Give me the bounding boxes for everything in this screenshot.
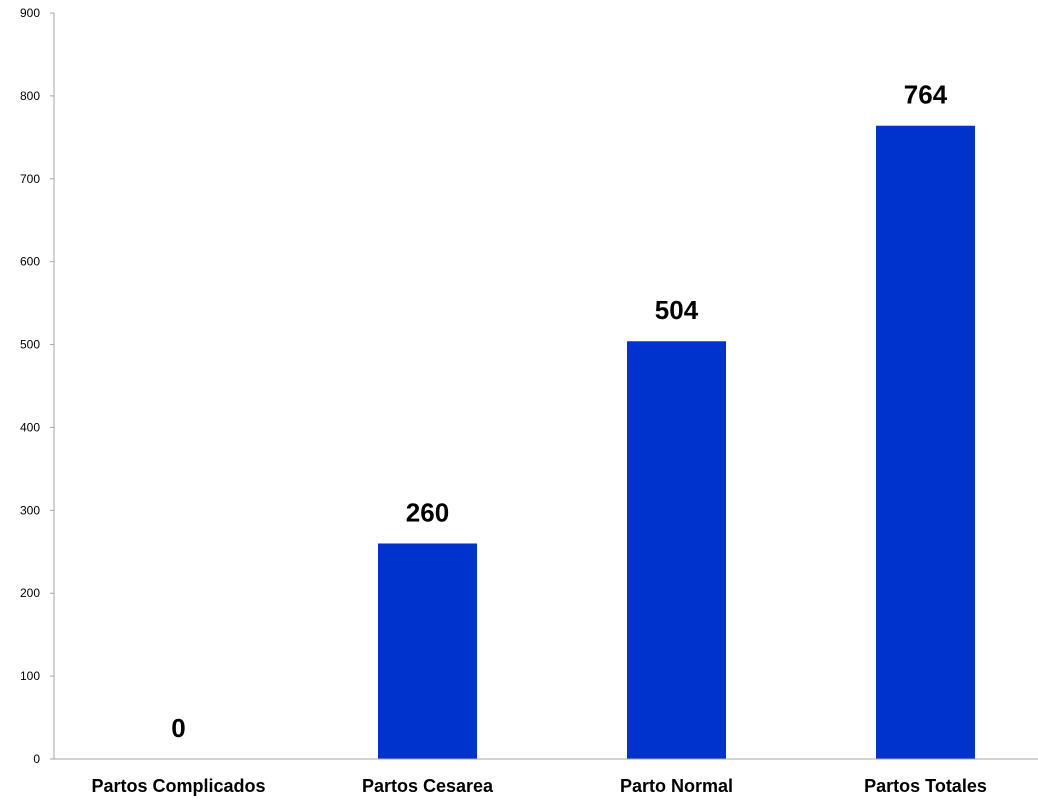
category-label: Partos Complicados	[91, 776, 265, 796]
y-tick-label: 700	[20, 172, 40, 186]
data-label: 764	[904, 80, 948, 110]
bars	[378, 125, 975, 760]
data-label: 260	[406, 497, 449, 527]
y-tick-label: 600	[20, 255, 40, 269]
y-tick-label: 500	[20, 338, 40, 352]
y-tick-label: 400	[20, 420, 40, 434]
category-label: Partos Totales	[864, 776, 987, 796]
bar	[876, 125, 975, 760]
y-tick-label: 300	[20, 503, 40, 517]
data-label: 504	[655, 295, 699, 325]
y-tick-label: 200	[20, 586, 40, 600]
y-tick-label: 900	[20, 6, 40, 20]
category-label: Parto Normal	[620, 776, 733, 796]
y-tick-label: 0	[33, 752, 40, 766]
bar	[378, 543, 477, 759]
x-axis: Partos Complicados Partos Cesarea Parto No…	[54, 758, 1038, 796]
data-labels: 0 260 504 764	[171, 80, 947, 743]
data-label: 0	[171, 713, 185, 743]
bar	[627, 341, 726, 759]
y-tick-label: 800	[20, 89, 40, 103]
y-tick-label: 100	[20, 669, 40, 683]
y-axis: 0 100 200 300 400 500 600 700 800 900	[20, 6, 55, 766]
category-label: Partos Cesarea	[362, 776, 494, 796]
